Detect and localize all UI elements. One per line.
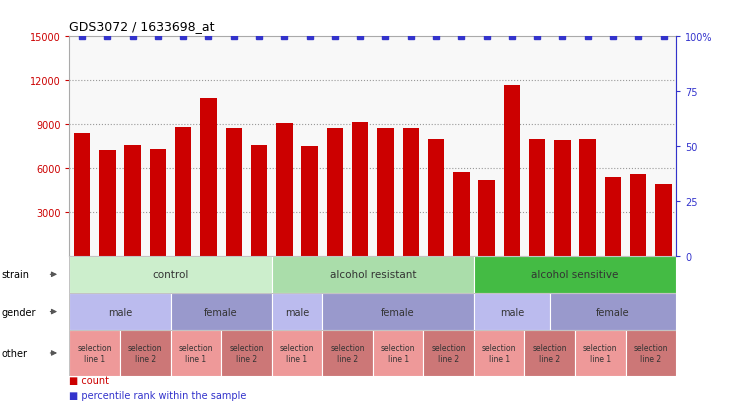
Bar <box>580 139 596 256</box>
Text: selection
line 1: selection line 1 <box>178 344 213 363</box>
Text: male: male <box>108 307 132 317</box>
Text: ■ percentile rank within the sample: ■ percentile rank within the sample <box>69 390 247 400</box>
Bar <box>626 330 676 376</box>
Text: control: control <box>152 270 189 280</box>
Text: female: female <box>205 307 238 317</box>
Text: selection
line 2: selection line 2 <box>532 344 567 363</box>
Bar <box>150 150 166 256</box>
Text: selection
line 1: selection line 1 <box>381 344 415 363</box>
Bar <box>99 151 115 256</box>
Text: selection
line 2: selection line 2 <box>128 344 162 363</box>
Bar <box>226 129 242 256</box>
Bar <box>352 123 368 256</box>
Bar <box>605 177 621 256</box>
Bar <box>251 145 268 256</box>
Bar <box>377 128 394 256</box>
Text: strain: strain <box>1 270 29 280</box>
Bar <box>575 330 626 376</box>
Bar <box>474 256 676 293</box>
Bar <box>272 330 322 376</box>
Text: selection
line 1: selection line 1 <box>583 344 618 363</box>
Bar <box>403 129 419 256</box>
Bar <box>69 293 170 330</box>
Bar <box>474 330 525 376</box>
Bar <box>74 133 91 256</box>
Bar <box>175 128 192 256</box>
Bar <box>529 139 545 256</box>
Bar <box>554 141 571 256</box>
Bar <box>170 293 272 330</box>
Bar <box>630 174 646 256</box>
Text: selection
line 1: selection line 1 <box>77 344 112 363</box>
Bar <box>322 293 474 330</box>
Text: selection
line 2: selection line 2 <box>330 344 365 363</box>
Text: female: female <box>382 307 415 317</box>
Bar <box>322 330 373 376</box>
Text: selection
line 1: selection line 1 <box>280 344 314 363</box>
Text: female: female <box>596 307 630 317</box>
Text: ■ count: ■ count <box>69 375 110 386</box>
Text: alcohol resistant: alcohol resistant <box>330 270 416 280</box>
Bar <box>655 185 672 256</box>
Bar <box>200 98 216 256</box>
Bar <box>124 145 141 256</box>
Bar <box>550 293 676 330</box>
Text: selection
line 2: selection line 2 <box>634 344 668 363</box>
Bar <box>120 330 170 376</box>
Text: other: other <box>1 348 28 358</box>
Bar <box>69 330 120 376</box>
Bar <box>327 128 343 256</box>
Bar <box>525 330 575 376</box>
Bar <box>69 256 272 293</box>
Text: alcohol sensitive: alcohol sensitive <box>531 270 618 280</box>
Bar <box>373 330 423 376</box>
Text: gender: gender <box>1 307 36 317</box>
Bar <box>474 293 550 330</box>
Bar <box>301 147 318 256</box>
Bar <box>272 293 322 330</box>
Text: male: male <box>500 307 524 317</box>
Text: selection
line 2: selection line 2 <box>431 344 466 363</box>
Bar <box>423 330 474 376</box>
Text: GDS3072 / 1633698_at: GDS3072 / 1633698_at <box>69 20 215 33</box>
Bar <box>221 330 272 376</box>
Bar <box>478 180 495 256</box>
Text: selection
line 1: selection line 1 <box>482 344 517 363</box>
Text: selection
line 2: selection line 2 <box>229 344 264 363</box>
Bar <box>272 256 474 293</box>
Text: male: male <box>285 307 309 317</box>
Bar <box>453 173 469 256</box>
Bar <box>276 123 292 256</box>
Bar <box>428 139 444 256</box>
Bar <box>504 85 520 256</box>
Bar <box>170 330 221 376</box>
